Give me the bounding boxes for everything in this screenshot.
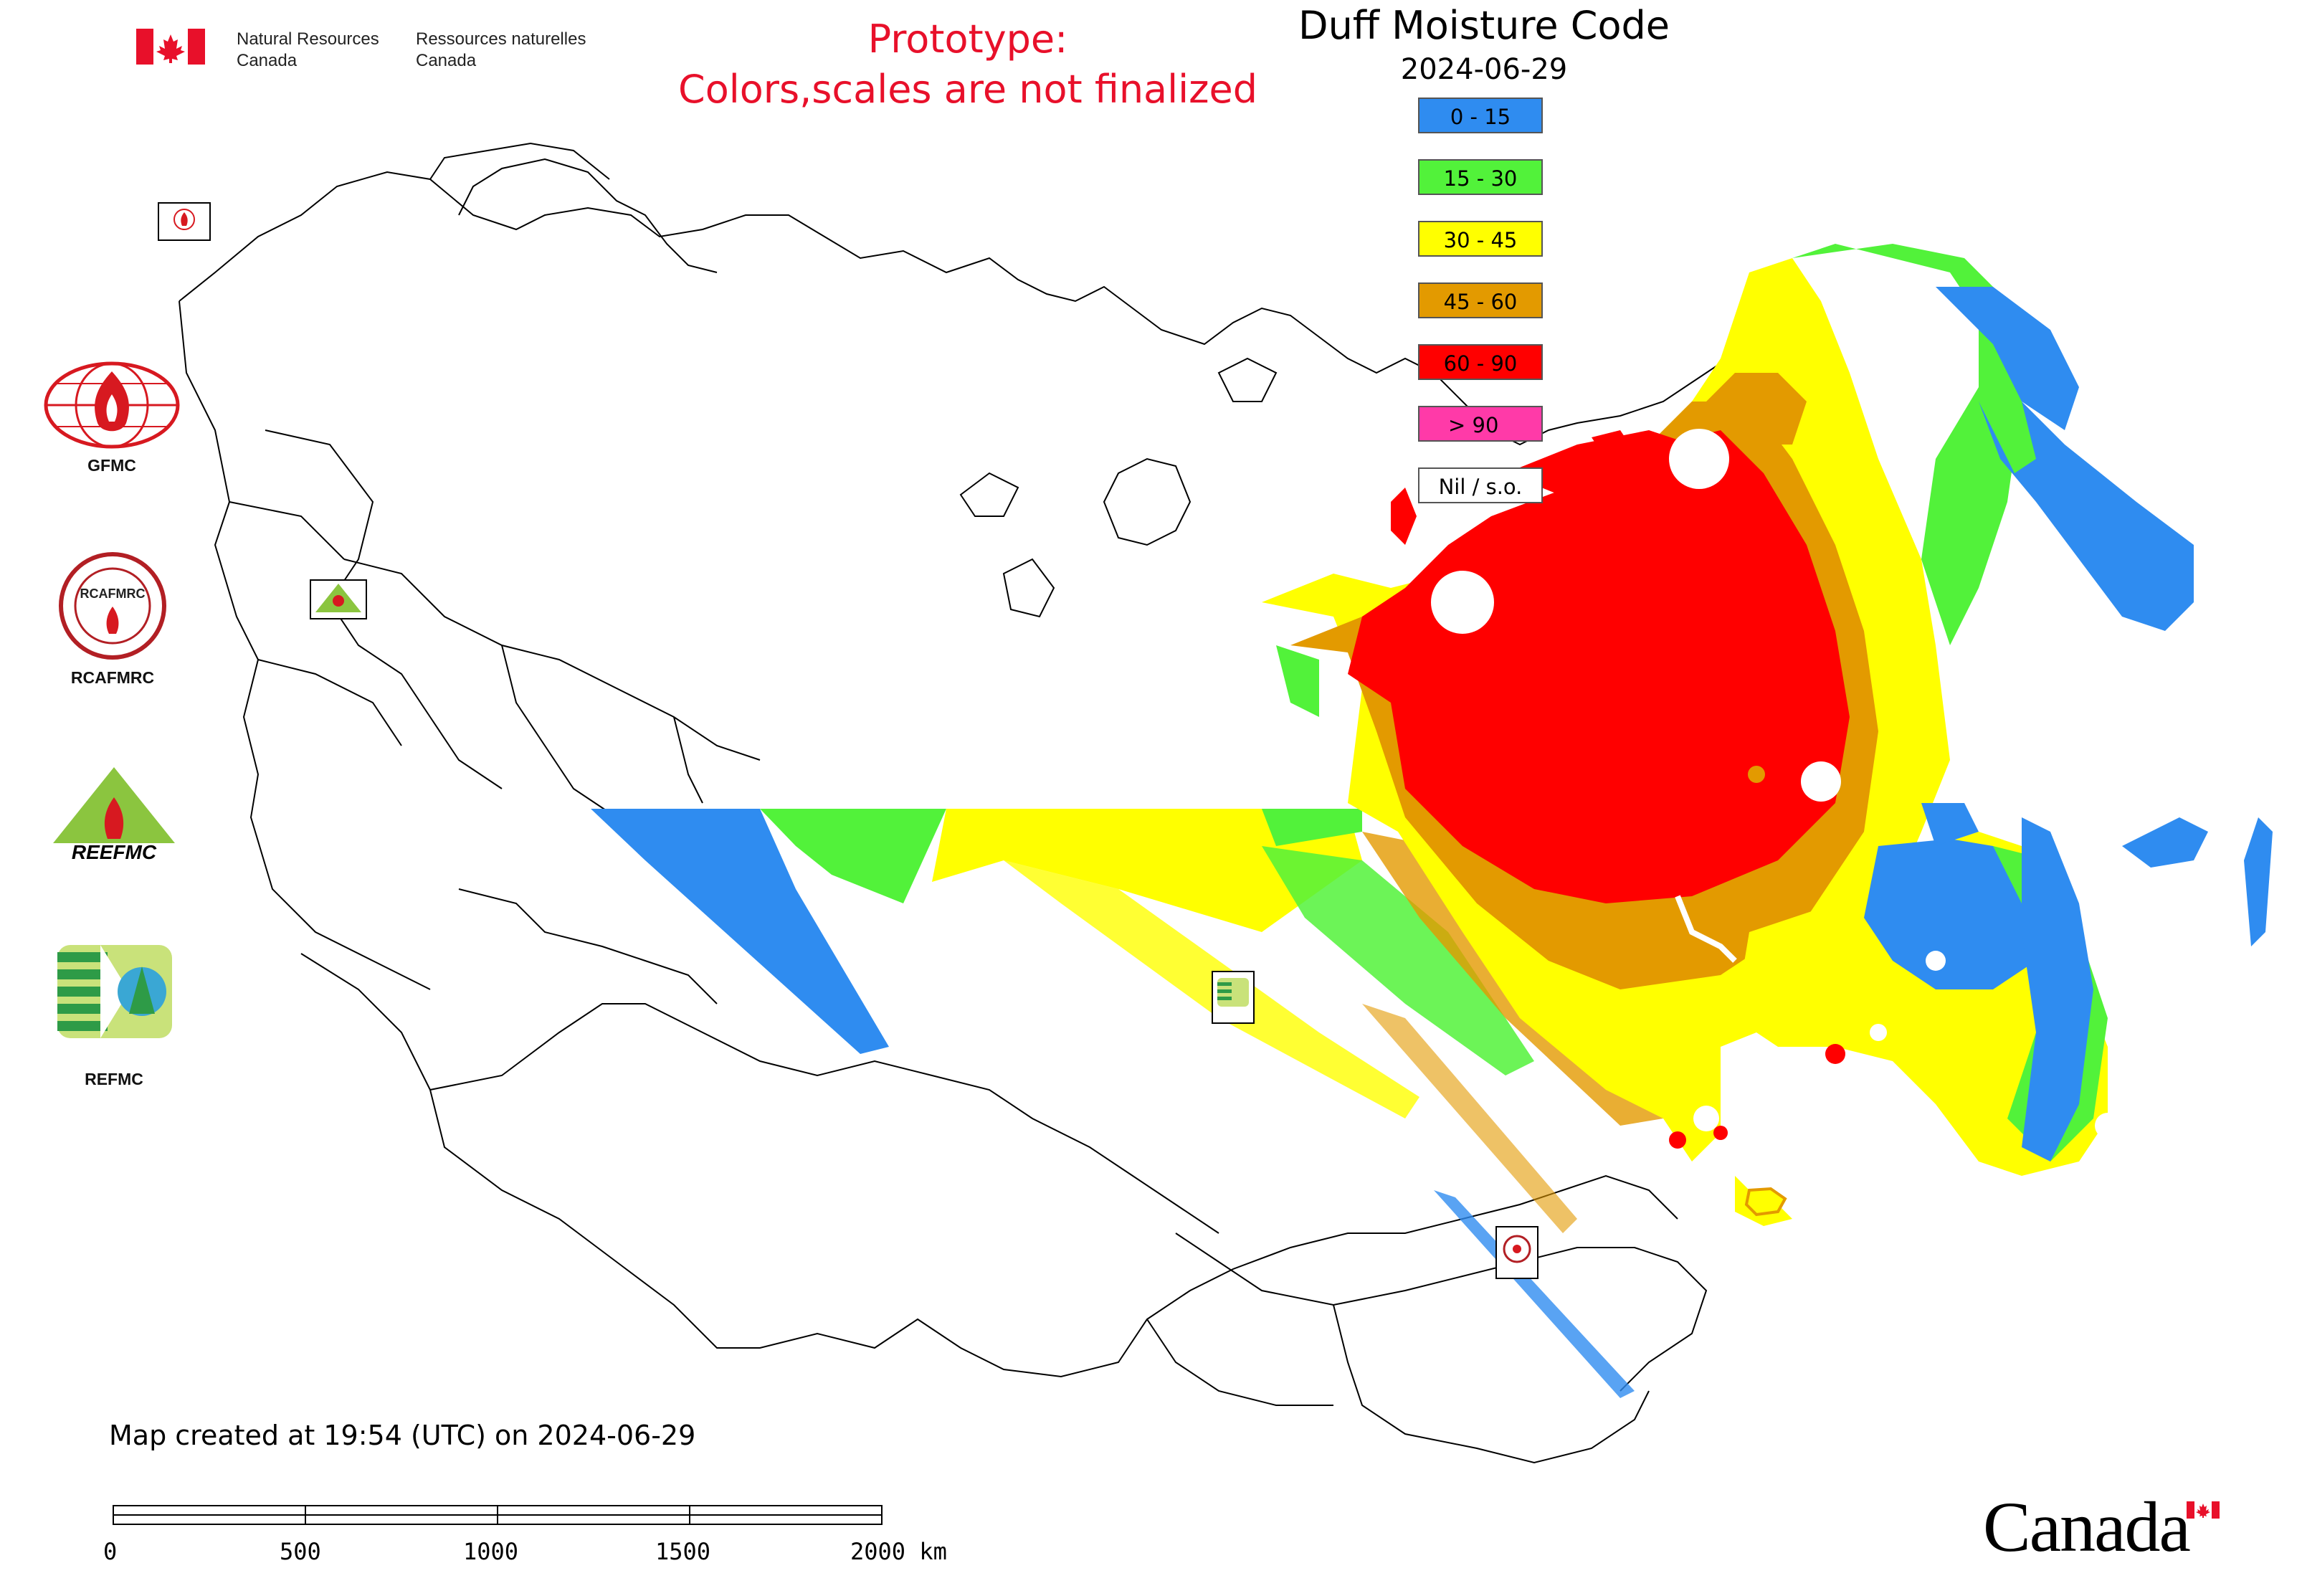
dept-name-fr: Ressources naturelles Canada xyxy=(416,29,586,70)
gfmc-marker-icon xyxy=(158,202,211,241)
legend-item-over-90: > 90 xyxy=(1418,406,1543,442)
legend-item-nil: Nil / s.o. xyxy=(1418,467,1543,503)
refmc-label: REFMC xyxy=(85,1070,143,1088)
refmc-logo-icon xyxy=(57,945,172,1038)
refmc-marker-icon xyxy=(1212,971,1255,1024)
siberia-data-region xyxy=(1262,244,2273,1226)
map-title: Duff Moisture Code xyxy=(1298,3,1670,48)
scale-tick-500: 500 xyxy=(280,1538,321,1565)
scale-tick-0: 0 xyxy=(103,1538,118,1565)
legend-item-15-30: 15 - 30 xyxy=(1418,159,1543,195)
map-created-note: Map created at 19:54 (UTC) on 2024-06-29 xyxy=(109,1420,696,1451)
canada-wordmark: Canada xyxy=(1983,1487,2191,1567)
legend-item-30-45: 30 - 45 xyxy=(1418,221,1543,257)
rcafmrc-marker-icon xyxy=(1495,1226,1538,1279)
svg-text:REEFMC: REEFMC xyxy=(72,841,157,863)
wordmark-flag-icon xyxy=(2187,1501,2220,1519)
legend-item-60-90: 60 - 90 xyxy=(1418,344,1543,380)
reefmc-marker-icon xyxy=(310,579,367,619)
rcafmrc-logo-icon: RCAFMRC xyxy=(59,552,166,660)
prototype-notice: Prototype: Colors,scales are not finaliz… xyxy=(678,16,1257,112)
scale-tick-2000: 2000 km xyxy=(850,1538,947,1565)
scale-tick-1000: 1000 xyxy=(463,1538,519,1565)
reefmc-logo-icon: REEFMC xyxy=(42,767,186,863)
svg-text:RCAFMRC: RCAFMRC xyxy=(80,586,146,601)
scale-bar xyxy=(113,1505,883,1525)
southeast-patch xyxy=(1744,1187,1787,1217)
legend-item-0-15: 0 - 15 xyxy=(1418,98,1543,133)
canada-flag-icon xyxy=(136,29,205,65)
map-date: 2024-06-29 xyxy=(1400,53,1568,86)
dept-name-en: Natural Resources Canada xyxy=(237,29,379,70)
gfmc-logo-icon xyxy=(44,361,180,449)
gfmc-label: GFMC xyxy=(87,456,136,475)
rcafmrc-label: RCAFMRC xyxy=(70,668,155,687)
nrcan-signature: Natural Resources Canada Ressources natu… xyxy=(136,29,595,72)
legend-item-45-60: 45 - 60 xyxy=(1418,282,1543,318)
boundary-lines xyxy=(179,142,1779,1464)
scale-tick-1500: 1500 xyxy=(655,1538,711,1565)
